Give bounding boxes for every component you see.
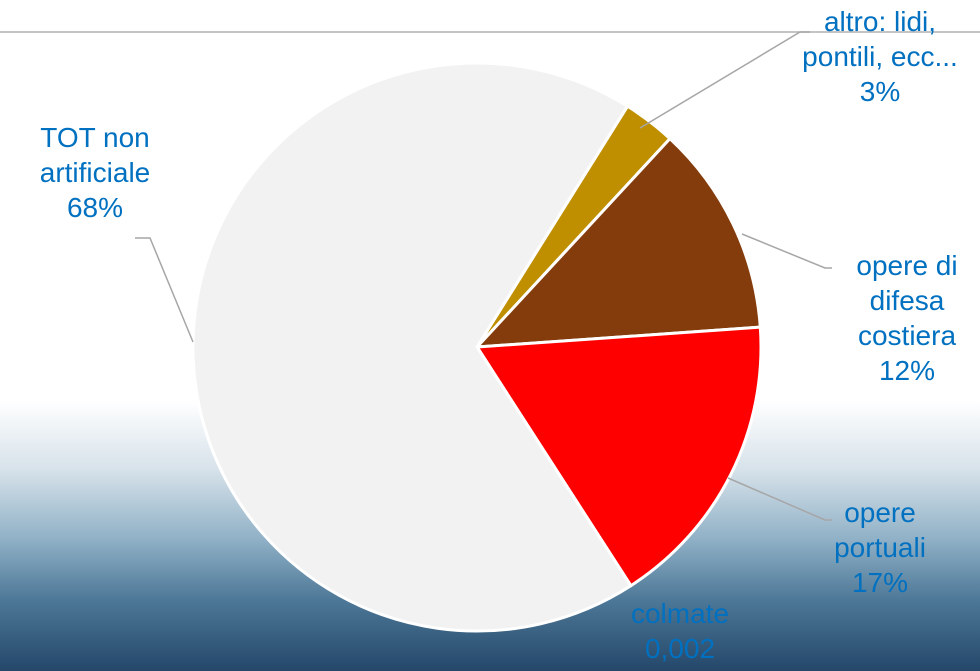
slice-label: TOT non artificiale 68%: [15, 120, 175, 225]
category-label: altro: lidi, pontili, ecc...: [802, 6, 958, 72]
category-label: colmate: [631, 598, 729, 629]
leader-line: [640, 32, 810, 128]
category-label: TOT non artificiale: [40, 122, 150, 188]
slice-label: opere di difesa costiera 12%: [832, 248, 980, 388]
category-label: opere di difesa costiera: [856, 250, 957, 351]
value-label: 68%: [67, 192, 123, 223]
leader-line: [742, 234, 832, 268]
slide: {"chart_data": {"type": "pie", "categori…: [0, 0, 980, 671]
pie: [193, 63, 761, 631]
value-label: 17%: [852, 567, 908, 598]
value-label: 3%: [860, 76, 900, 107]
value-label: 12%: [879, 355, 935, 386]
category-label: opere portuali: [834, 497, 926, 563]
slice-label: altro: lidi, pontili, ecc... 3%: [800, 4, 960, 109]
slice-label: opere portuali 17%: [810, 495, 950, 600]
value-label: 0,002: [645, 633, 715, 664]
leader-line: [135, 238, 193, 342]
slice-label: colmate 0,002: [610, 596, 750, 666]
